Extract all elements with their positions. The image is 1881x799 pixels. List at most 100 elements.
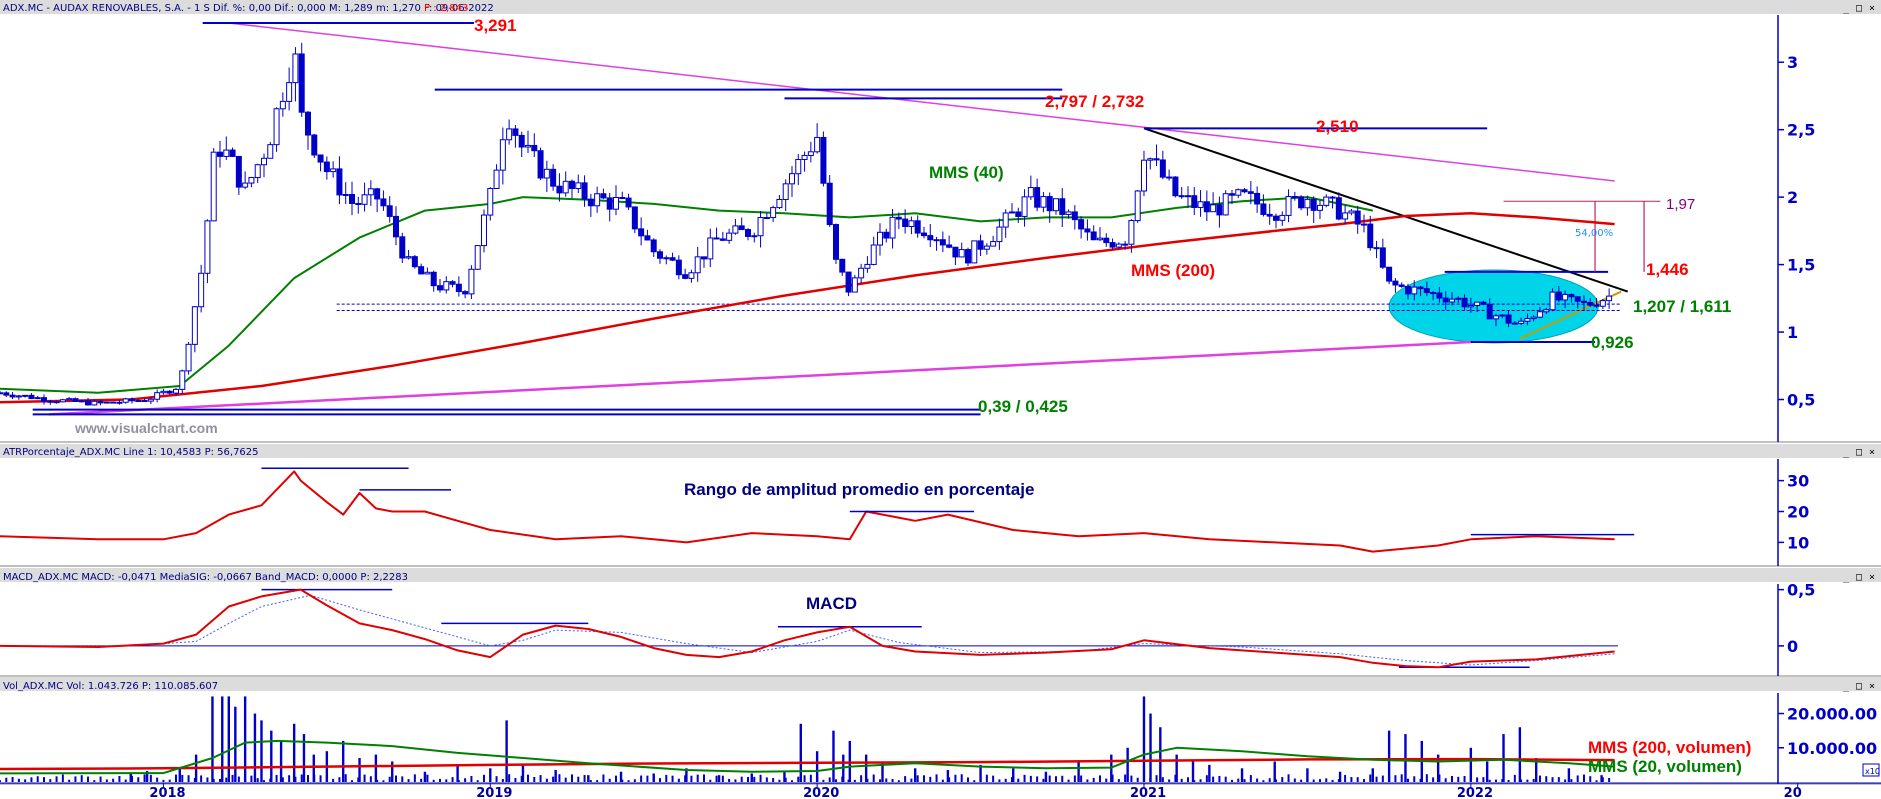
- candle-body: [1109, 242, 1116, 248]
- minimize-icon[interactable]: _: [1843, 681, 1850, 692]
- volume-bar-small: [1375, 776, 1378, 782]
- volume-legend-mms20: MMS (20, volumen): [1588, 757, 1742, 776]
- volume-bar: [302, 734, 306, 782]
- volume-bar-small: [1557, 777, 1560, 782]
- volume-bar-small: [746, 776, 749, 782]
- volume-bar-small: [508, 774, 511, 782]
- volume-bar-small: [1463, 775, 1466, 782]
- volume-bar-small: [432, 779, 435, 782]
- candle-body: [392, 215, 399, 238]
- candle-body: [254, 164, 261, 179]
- volume-bar-small: [11, 776, 14, 782]
- macd-window-controls[interactable]: _ □ ×: [1843, 572, 1875, 583]
- volume-bar-small: [1507, 779, 1510, 782]
- volume-bar-small: [841, 776, 844, 782]
- volume-bar-small: [99, 776, 102, 782]
- candle-body: [355, 202, 362, 205]
- candle-body: [260, 157, 267, 166]
- volume-bar-small: [690, 775, 693, 782]
- candle-body: [908, 220, 915, 227]
- volume-panel-header: Vol_ADX.MC Vol: 1.043.726 P: 110.085.607: [3, 681, 218, 692]
- volume-bar-small: [55, 776, 58, 782]
- candle-body: [682, 274, 689, 279]
- volume-bar-small: [149, 774, 152, 782]
- volume-bar: [1371, 768, 1374, 782]
- maximize-icon[interactable]: □: [1856, 447, 1862, 458]
- volume-bar: [1208, 764, 1211, 782]
- candle-body: [1423, 288, 1430, 294]
- candle-body: [1562, 293, 1569, 301]
- volume-bar-small: [174, 774, 177, 782]
- volume-bar: [1273, 761, 1276, 782]
- candle-body: [1354, 210, 1361, 225]
- volume-bar-small: [407, 779, 410, 782]
- close-icon[interactable]: ×: [1869, 681, 1875, 692]
- volume-bar-small: [218, 778, 221, 782]
- volume-bar-small: [5, 777, 8, 782]
- volume-bar-small: [1482, 777, 1485, 782]
- panel-header-bar: [0, 677, 1881, 691]
- volume-bar-small: [1293, 778, 1296, 782]
- volume-bar: [881, 761, 884, 782]
- maximize-icon[interactable]: □: [1856, 572, 1862, 583]
- volume-bar-small: [80, 775, 83, 782]
- volume-bar-small: [552, 776, 555, 782]
- label-resistance-2510: 2,510: [1316, 117, 1359, 136]
- minimize-icon[interactable]: _: [1843, 572, 1850, 583]
- atr-window-controls[interactable]: _ □ ×: [1843, 447, 1875, 458]
- atr-line: [0, 470, 1615, 553]
- candle-body: [449, 281, 456, 285]
- candle-body: [1222, 193, 1229, 216]
- candle-body: [172, 388, 179, 394]
- candle-body: [688, 272, 695, 279]
- volume-bar-small: [168, 779, 171, 782]
- candle-body: [1323, 196, 1330, 206]
- volume-bar-small: [922, 775, 925, 782]
- candle-body: [9, 394, 16, 398]
- volume-bar-small: [1331, 779, 1334, 782]
- maximize-icon[interactable]: □: [1856, 3, 1862, 14]
- candle-body: [644, 235, 651, 241]
- volume-bar-small: [1469, 775, 1472, 782]
- candle-body: [1379, 247, 1386, 268]
- volume-bar-small: [1193, 780, 1196, 782]
- y-tick-label: 2: [1787, 188, 1798, 207]
- maximize-icon[interactable]: □: [1856, 681, 1862, 692]
- volume-bar-small: [401, 776, 404, 782]
- candle-body: [28, 394, 35, 400]
- volume-bar-small: [1406, 778, 1409, 782]
- volume-bar-small: [1381, 775, 1384, 782]
- volume-bar-small: [1476, 777, 1479, 782]
- price-window-controls[interactable]: _ □ ×: [1843, 3, 1875, 14]
- close-icon[interactable]: ×: [1869, 447, 1875, 458]
- candle-body: [1342, 212, 1349, 220]
- volume-window-controls[interactable]: _ □ ×: [1843, 681, 1875, 692]
- volume-bar-small: [803, 775, 806, 782]
- candle-body: [700, 256, 707, 260]
- candle-body: [348, 194, 355, 204]
- volume-bar-small: [834, 779, 837, 782]
- volume-bar-small: [212, 778, 215, 782]
- volume-bar: [1518, 727, 1522, 782]
- candle-body: [971, 240, 978, 264]
- close-icon[interactable]: ×: [1869, 572, 1875, 583]
- volume-bar-small: [1023, 774, 1026, 782]
- minimize-icon[interactable]: _: [1843, 447, 1850, 458]
- candle-body: [1228, 193, 1235, 196]
- close-icon[interactable]: ×: [1869, 3, 1875, 14]
- volume-bar-small: [891, 779, 894, 782]
- candle-body: [656, 251, 663, 259]
- candle-body: [342, 194, 349, 197]
- candle-body: [1398, 284, 1405, 287]
- watermark: www.visualchart.com: [74, 420, 218, 436]
- volume-bar-small: [765, 777, 768, 782]
- candle-body: [845, 271, 852, 293]
- minimize-icon[interactable]: _: [1843, 3, 1850, 14]
- volume-bar-small: [1564, 779, 1567, 782]
- volume-bar: [145, 771, 149, 782]
- candle-body: [330, 168, 337, 173]
- volume-bar-small: [759, 774, 762, 782]
- volume-bar-small: [1394, 775, 1397, 782]
- candle-body: [858, 267, 865, 279]
- volume-bar-small: [1419, 778, 1422, 782]
